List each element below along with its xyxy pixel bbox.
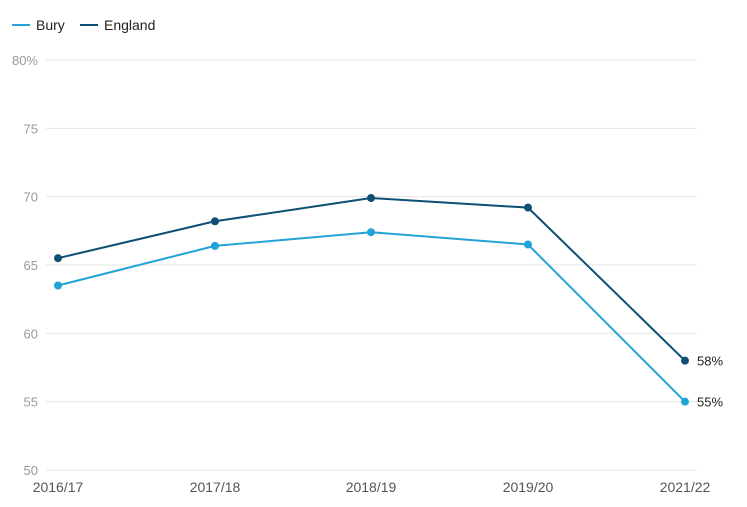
x-tick-label: 2017/18 <box>190 479 241 495</box>
x-tick-label: 2016/17 <box>33 479 84 495</box>
data-point-england <box>524 203 532 212</box>
x-tick-label: 2018/19 <box>346 479 397 495</box>
legend: Bury England <box>12 17 155 33</box>
data-point-england <box>681 356 689 365</box>
x-tick-label: 2021/22 <box>660 479 711 495</box>
data-point-england <box>211 217 219 226</box>
end-label-bury: 55% <box>697 395 723 410</box>
data-point-england <box>54 254 62 263</box>
series-line-bury <box>57 231 686 403</box>
end-label-england: 58% <box>697 354 723 369</box>
y-tick-label: 75 <box>24 121 38 136</box>
y-tick-label: 60 <box>24 326 38 341</box>
x-axis-ticks: 2016/17 2017/18 2018/19 2019/20 2021/22 <box>33 479 711 495</box>
legend-label-england: England <box>104 17 155 33</box>
series-line-england <box>57 197 686 362</box>
data-point-bury <box>524 240 532 249</box>
data-point-england <box>367 194 375 203</box>
series-lines: 55% 58% <box>54 194 723 410</box>
data-point-bury <box>367 228 375 237</box>
gridlines <box>46 59 697 471</box>
y-tick-label: 65 <box>24 258 38 273</box>
y-axis-ticks: 50 55 60 65 70 75 80% <box>12 53 38 478</box>
y-tick-label: 50 <box>24 463 38 478</box>
y-tick-label: 70 <box>24 190 38 205</box>
legend-label-bury: Bury <box>36 17 65 33</box>
data-point-bury <box>211 241 219 250</box>
data-point-bury <box>54 281 62 290</box>
data-point-bury <box>681 397 689 406</box>
y-tick-label: 80% <box>12 53 38 68</box>
y-tick-label: 55 <box>24 395 38 410</box>
x-tick-label: 2019/20 <box>503 479 554 495</box>
